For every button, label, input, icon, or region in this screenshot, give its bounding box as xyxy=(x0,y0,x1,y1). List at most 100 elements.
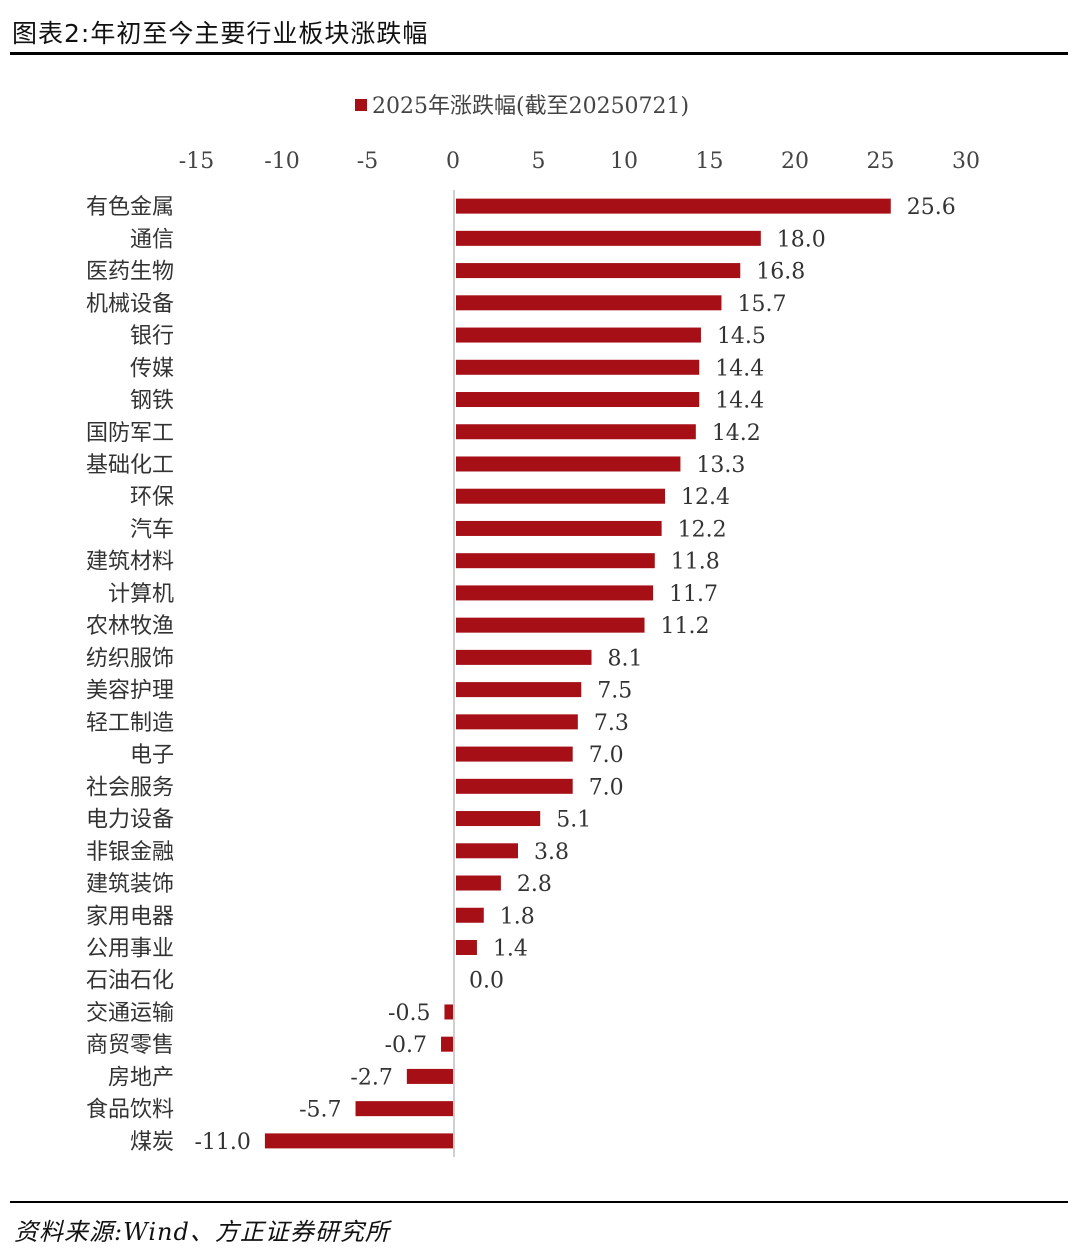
category-label: 房地产 xyxy=(108,1065,174,1090)
x-tick-label: 15 xyxy=(696,149,724,174)
category-label: 计算机 xyxy=(108,582,174,607)
x-tick-label: 0 xyxy=(446,149,460,174)
category-label: 石油石化 xyxy=(86,969,174,994)
bar xyxy=(456,198,891,214)
category-label: 银行 xyxy=(130,324,174,349)
value-label: 16.8 xyxy=(756,260,805,285)
bars xyxy=(264,198,891,1149)
bar xyxy=(456,359,700,375)
bar xyxy=(444,1004,453,1020)
category-label: 机械设备 xyxy=(86,292,174,317)
value-label: 1.4 xyxy=(493,936,528,961)
bar xyxy=(456,295,722,311)
bar xyxy=(456,488,666,504)
x-tick-label: -5 xyxy=(357,149,378,174)
value-label: -0.5 xyxy=(388,1001,430,1026)
bar xyxy=(456,939,477,955)
category-label: 基础化工 xyxy=(86,453,174,478)
bar xyxy=(456,392,700,408)
page-title: 图表2:年初至今主要行业板块涨跌幅 xyxy=(12,19,429,48)
bar xyxy=(456,907,484,923)
category-label: 医药生物 xyxy=(86,260,174,285)
x-tick-label: 30 xyxy=(952,149,980,174)
bar xyxy=(441,1036,453,1052)
value-label: 11.8 xyxy=(671,550,720,575)
category-label: 轻工制造 xyxy=(86,711,174,736)
value-label: -11.0 xyxy=(194,1130,250,1155)
value-label: 5.1 xyxy=(556,808,591,833)
category-label: 非银金融 xyxy=(86,840,174,865)
x-tick-label: 5 xyxy=(532,149,546,174)
category-label: 钢铁 xyxy=(130,389,174,414)
legend-label: 2025年涨跌幅(截至20250721) xyxy=(372,94,689,119)
value-label: 14.5 xyxy=(717,324,766,349)
category-label: 家用电器 xyxy=(86,904,174,929)
bar-chart: 2025年涨跌幅(截至20250721) -15 -10 -5 0 5 10 15 20 25 3… xyxy=(86,94,980,1157)
bar xyxy=(456,649,592,665)
bar xyxy=(264,1133,453,1149)
x-axis-ticks: -15 -10 -5 0 5 10 15 20 25 30 xyxy=(179,149,980,174)
x-tick-label: 20 xyxy=(781,149,809,174)
value-label: 7.3 xyxy=(594,711,629,736)
bar xyxy=(355,1101,453,1117)
legend-swatch xyxy=(355,99,367,111)
category-label: 国防军工 xyxy=(86,421,174,446)
bar xyxy=(456,263,741,279)
value-label: 11.7 xyxy=(669,582,718,607)
legend: 2025年涨跌幅(截至20250721) xyxy=(355,94,689,119)
category-label: 建筑装饰 xyxy=(86,872,174,897)
category-label: 美容护理 xyxy=(86,679,174,704)
value-label: 7.0 xyxy=(589,743,624,768)
category-label: 纺织服饰 xyxy=(86,646,174,671)
category-label: 建筑材料 xyxy=(86,550,174,575)
value-label: 12.2 xyxy=(678,517,727,542)
bar xyxy=(456,585,654,601)
category-label: 电力设备 xyxy=(86,808,174,833)
bar xyxy=(456,520,662,536)
bar xyxy=(456,714,578,730)
bar xyxy=(406,1068,453,1084)
value-label: 1.8 xyxy=(500,904,535,929)
category-label: 交通运输 xyxy=(86,1001,174,1026)
x-tick-label: -15 xyxy=(179,149,214,174)
bar xyxy=(456,327,701,343)
category-label: 食品饮料 xyxy=(86,1098,174,1123)
value-label: 0.0 xyxy=(469,969,504,994)
x-tick-label: -10 xyxy=(264,149,299,174)
top-rule xyxy=(10,52,1068,55)
bar xyxy=(456,811,541,827)
category-label: 传媒 xyxy=(130,356,174,381)
value-label: -5.7 xyxy=(299,1098,341,1123)
bar xyxy=(456,682,582,698)
bar xyxy=(456,778,573,794)
value-label: 2.8 xyxy=(517,872,552,897)
x-tick-label: 10 xyxy=(610,149,638,174)
bottom-rule xyxy=(10,1201,1068,1203)
bar xyxy=(456,230,761,246)
bar xyxy=(456,456,681,472)
value-labels: 25.6 18.0 16.8 15.7 14.5 14.4 14.4 14.2 13.3 12.4… xyxy=(194,195,955,1155)
category-labels: 有色金属通信医药生物机械设备银行传媒钢铁国防军工基础化工环保汽车建筑材料计算机农… xyxy=(86,195,174,1155)
value-label: 25.6 xyxy=(907,195,956,220)
bar xyxy=(456,553,655,569)
category-label: 通信 xyxy=(130,227,174,252)
value-label: 11.2 xyxy=(661,614,710,639)
value-label: -0.7 xyxy=(385,1033,427,1058)
value-label: 7.5 xyxy=(597,679,632,704)
category-label: 社会服务 xyxy=(86,775,174,800)
category-label: 农林牧渔 xyxy=(86,614,174,639)
category-label: 环保 xyxy=(130,485,174,510)
category-label: 汽车 xyxy=(130,517,174,542)
value-label: 3.8 xyxy=(534,840,569,865)
value-label: 14.4 xyxy=(715,356,764,381)
bar xyxy=(456,843,518,859)
value-label: 14.4 xyxy=(715,389,764,414)
value-label: -2.7 xyxy=(350,1065,392,1090)
bar xyxy=(456,424,696,440)
category-label: 商贸零售 xyxy=(86,1033,174,1058)
bar xyxy=(456,617,645,633)
value-label: 18.0 xyxy=(777,227,826,252)
category-label: 公用事业 xyxy=(86,936,174,961)
category-label: 有色金属 xyxy=(86,195,174,220)
value-label: 13.3 xyxy=(696,453,745,478)
